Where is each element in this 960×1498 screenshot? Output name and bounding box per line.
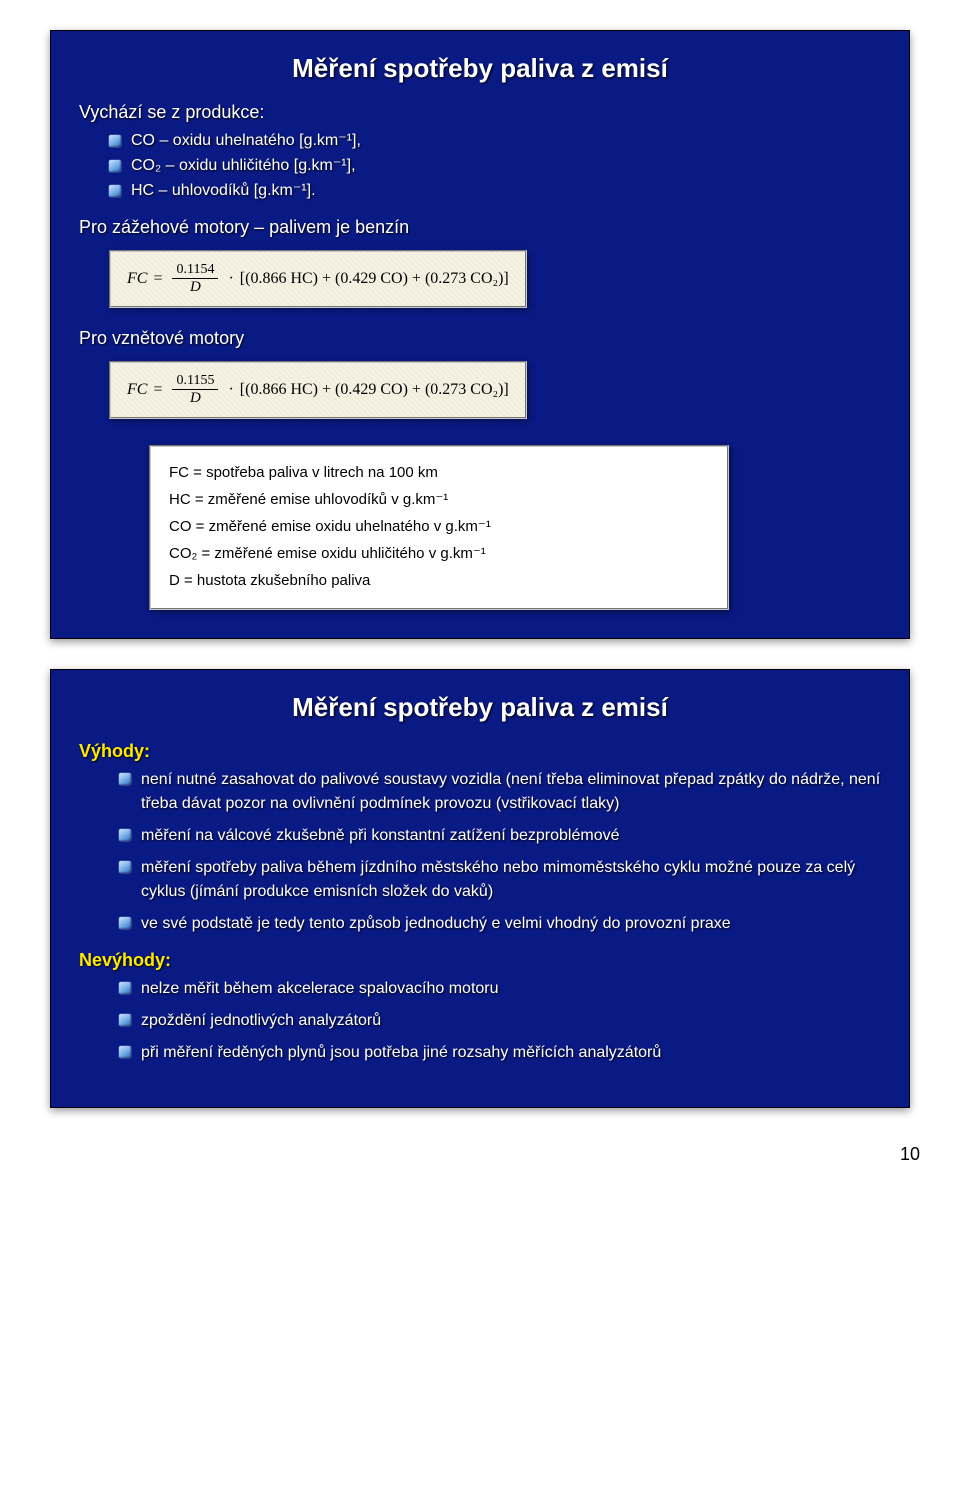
disadvantage-item: nelze měřit během akcelerace spalovacího…: [119, 977, 881, 1001]
advantages-label: Výhody:: [79, 741, 881, 762]
diesel-coef: 0.1155: [172, 373, 218, 390]
produkce-item: CO₂ – oxidu uhličitého [g.km⁻¹],: [109, 154, 881, 179]
advantage-item: není nutné zasahovat do palivové soustav…: [119, 768, 881, 816]
legend-line: CO₂ = změřené emise oxidu uhličitého v g…: [169, 540, 709, 567]
advantages-list: není nutné zasahovat do palivové soustav…: [119, 768, 881, 936]
intro-label: Vychází se z produkce:: [79, 102, 881, 123]
disadvantage-item: zpoždění jednotlivých analyzátorů: [119, 1009, 881, 1033]
advantage-item: měření spotřeby paliva během jízdního mě…: [119, 856, 881, 904]
formula-body: [(0.866 HC) + (0.429 CO) + (0.273 CO₂)]: [240, 381, 509, 399]
slide1-title: Měření spotřeby paliva z emisí: [79, 53, 881, 84]
legend-line: D = hustota zkušebního paliva: [169, 567, 709, 594]
benzin-coef: 0.1154: [172, 262, 218, 279]
diesel-formula: FC= 0.1155D · [(0.866 HC) + (0.429 CO) +…: [109, 361, 527, 419]
slide-1: Měření spotřeby paliva z emisí Vychází s…: [50, 30, 910, 639]
produkce-list: CO – oxidu uhelnatého [g.km⁻¹], CO₂ – ox…: [109, 129, 881, 203]
slide2-title: Měření spotřeby paliva z emisí: [79, 692, 881, 723]
legend-line: CO = změřené emise oxidu uhelnatého v g.…: [169, 513, 709, 540]
disadvantages-list: nelze měřit během akcelerace spalovacího…: [119, 977, 881, 1065]
advantage-item: ve své podstatě je tedy tento způsob jed…: [119, 912, 881, 936]
disadvantages-label: Nevýhody:: [79, 950, 881, 971]
benzin-label: Pro zážehové motory – palivem je benzín: [79, 217, 881, 238]
produkce-item: CO – oxidu uhelnatého [g.km⁻¹],: [109, 129, 881, 154]
diesel-label: Pro vznětové motory: [79, 328, 881, 349]
produkce-item: HC – uhlovodíků [g.km⁻¹].: [109, 179, 881, 204]
page-number: 10: [0, 1138, 960, 1185]
disadvantage-item: při měření ředěných plynů jsou potřeba j…: [119, 1041, 881, 1065]
slide-2: Měření spotřeby paliva z emisí Výhody: n…: [50, 669, 910, 1108]
legend-line: FC = spotřeba paliva v litrech na 100 km: [169, 459, 709, 486]
legend-line: HC = změřené emise uhlovodíků v g.km⁻¹: [169, 486, 709, 513]
advantage-item: měření na válcové zkušebně při konstantn…: [119, 824, 881, 848]
formula-body: [(0.866 HC) + (0.429 CO) + (0.273 CO₂)]: [240, 270, 509, 288]
legend-box: FC = spotřeba paliva v litrech na 100 km…: [149, 445, 729, 610]
benzin-formula: FC= 0.1154D · [(0.866 HC) + (0.429 CO) +…: [109, 250, 527, 308]
